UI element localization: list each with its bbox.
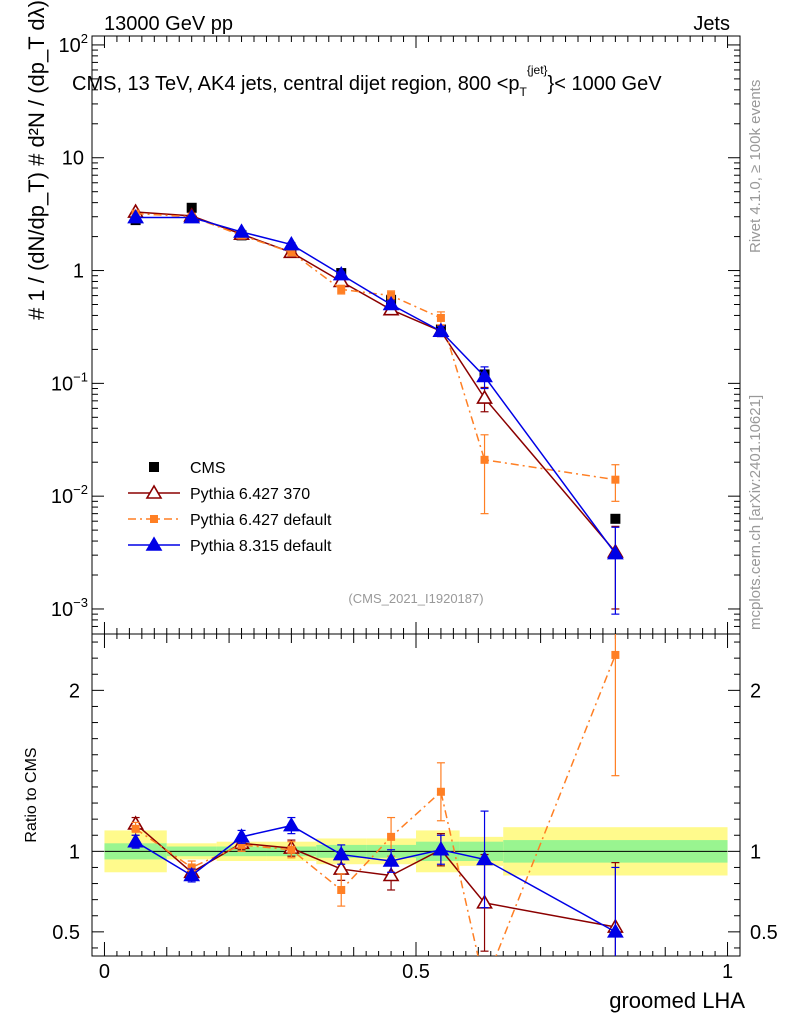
main-ylabel: # 1 / (dN/dp_T) # d²N / (dp_T dλ) (24, 0, 49, 320)
data-point (382, 295, 400, 311)
data-point (606, 544, 624, 560)
legend-label: Pythia 6.427 default (190, 512, 332, 529)
y-tick-label: 102 (59, 31, 88, 57)
data-point (432, 322, 450, 337)
ratio-y-tick-label-right: 1 (750, 841, 761, 863)
ratio-point (237, 840, 246, 849)
ratio-point (233, 828, 250, 843)
main-title-sub: T (520, 85, 528, 99)
x-tick-label: 0.5 (402, 961, 430, 983)
ratio-y-tick-label: 1 (69, 841, 80, 863)
ratio-point (127, 833, 145, 848)
ratio-point (382, 866, 400, 882)
header-right: Jets (693, 13, 730, 35)
y-tick-label: 10−3 (51, 595, 88, 621)
main-title: CMS, 13 TeV, AK4 jets, central dijet reg… (72, 63, 662, 99)
data-point (337, 285, 346, 294)
data-point (332, 266, 350, 281)
legend-marker (145, 536, 163, 551)
data-point (183, 208, 201, 224)
mcplots-label: mcplots.cern.ch [arXiv:2401.10621] (747, 395, 764, 630)
data-point (476, 367, 493, 383)
ratio-ylabel: Ratio to CMS (23, 747, 40, 842)
ratio-point (611, 650, 620, 659)
header-left: 13000 GeV pp (104, 13, 233, 35)
y-tick-label: 1 (73, 261, 84, 283)
data-point (127, 208, 145, 224)
y-tick-label: 10−2 (51, 482, 88, 508)
x-tick-label: 1 (722, 961, 733, 983)
ratio-plot-layer: 0.5 0.5 1 1 2 2 0 0.5 1 (52, 634, 778, 989)
main-ylabel-text: # 1 / (dN/dp_T) # d²N / (dp_T dλ) (24, 0, 49, 320)
main-title-sup: {jet} (527, 63, 548, 77)
data-point (611, 475, 620, 484)
ratio-point (476, 850, 493, 866)
ratio-point (282, 817, 300, 832)
x-axis-label: groomed LHA (609, 988, 745, 1013)
ratio-y-tick-label-right: 0.5 (750, 922, 778, 944)
ratio-point (432, 841, 450, 856)
data-point (476, 389, 493, 404)
rivet-label: Rivet 4.1.0, ≥ 100k events (747, 80, 764, 253)
data-point (436, 313, 445, 322)
data-point (387, 291, 396, 300)
ratio-point (183, 866, 201, 882)
ratio-panel-frame (91, 633, 741, 957)
ratio-point (382, 852, 400, 867)
legend-marker (149, 462, 159, 472)
legend-label: CMS (190, 460, 226, 477)
analysis-watermark: (CMS_2021_I1920187) (348, 591, 483, 606)
series-line (135, 216, 616, 554)
ratio-point (436, 787, 445, 796)
ratio-y-tick-label: 0.5 (52, 922, 80, 944)
ratio-point (606, 923, 624, 938)
legend-marker (145, 484, 163, 499)
data-point (287, 248, 296, 257)
ratio-series-group (127, 634, 624, 989)
legend: CMS Pythia 6.427 370 Pythia 6.427 default P… (128, 460, 332, 555)
ratio-point (481, 981, 489, 989)
ratio-point (337, 885, 346, 894)
y-tick-label: 10 (62, 148, 84, 170)
data-point (233, 223, 250, 238)
ratio-series-line (135, 654, 617, 956)
x-tick-label: 0 (99, 961, 110, 983)
ratio-point (287, 845, 296, 854)
data-point (480, 455, 489, 464)
main-title-end: }< 1000 GeV (548, 73, 663, 95)
ratio-y-tick-label: 2 (69, 680, 80, 702)
data-point (610, 513, 621, 524)
y-tick-label: 10−1 (51, 369, 88, 395)
legend-marker (150, 515, 158, 523)
ratio-point (332, 845, 350, 861)
main-title-text: CMS, 13 TeV, AK4 jets, central dijet reg… (72, 73, 520, 95)
ratio-y-tick-label-right: 2 (750, 680, 761, 702)
series-line (135, 212, 616, 481)
main-plot-layer: 10−3 10−2 10−1 1 10 102 (51, 31, 740, 635)
ratio-point (387, 832, 396, 841)
data-point (282, 235, 300, 251)
legend-label: Pythia 6.427 370 (190, 486, 310, 503)
ratio-point (131, 824, 140, 833)
legend-label: Pythia 8.315 default (190, 538, 332, 555)
